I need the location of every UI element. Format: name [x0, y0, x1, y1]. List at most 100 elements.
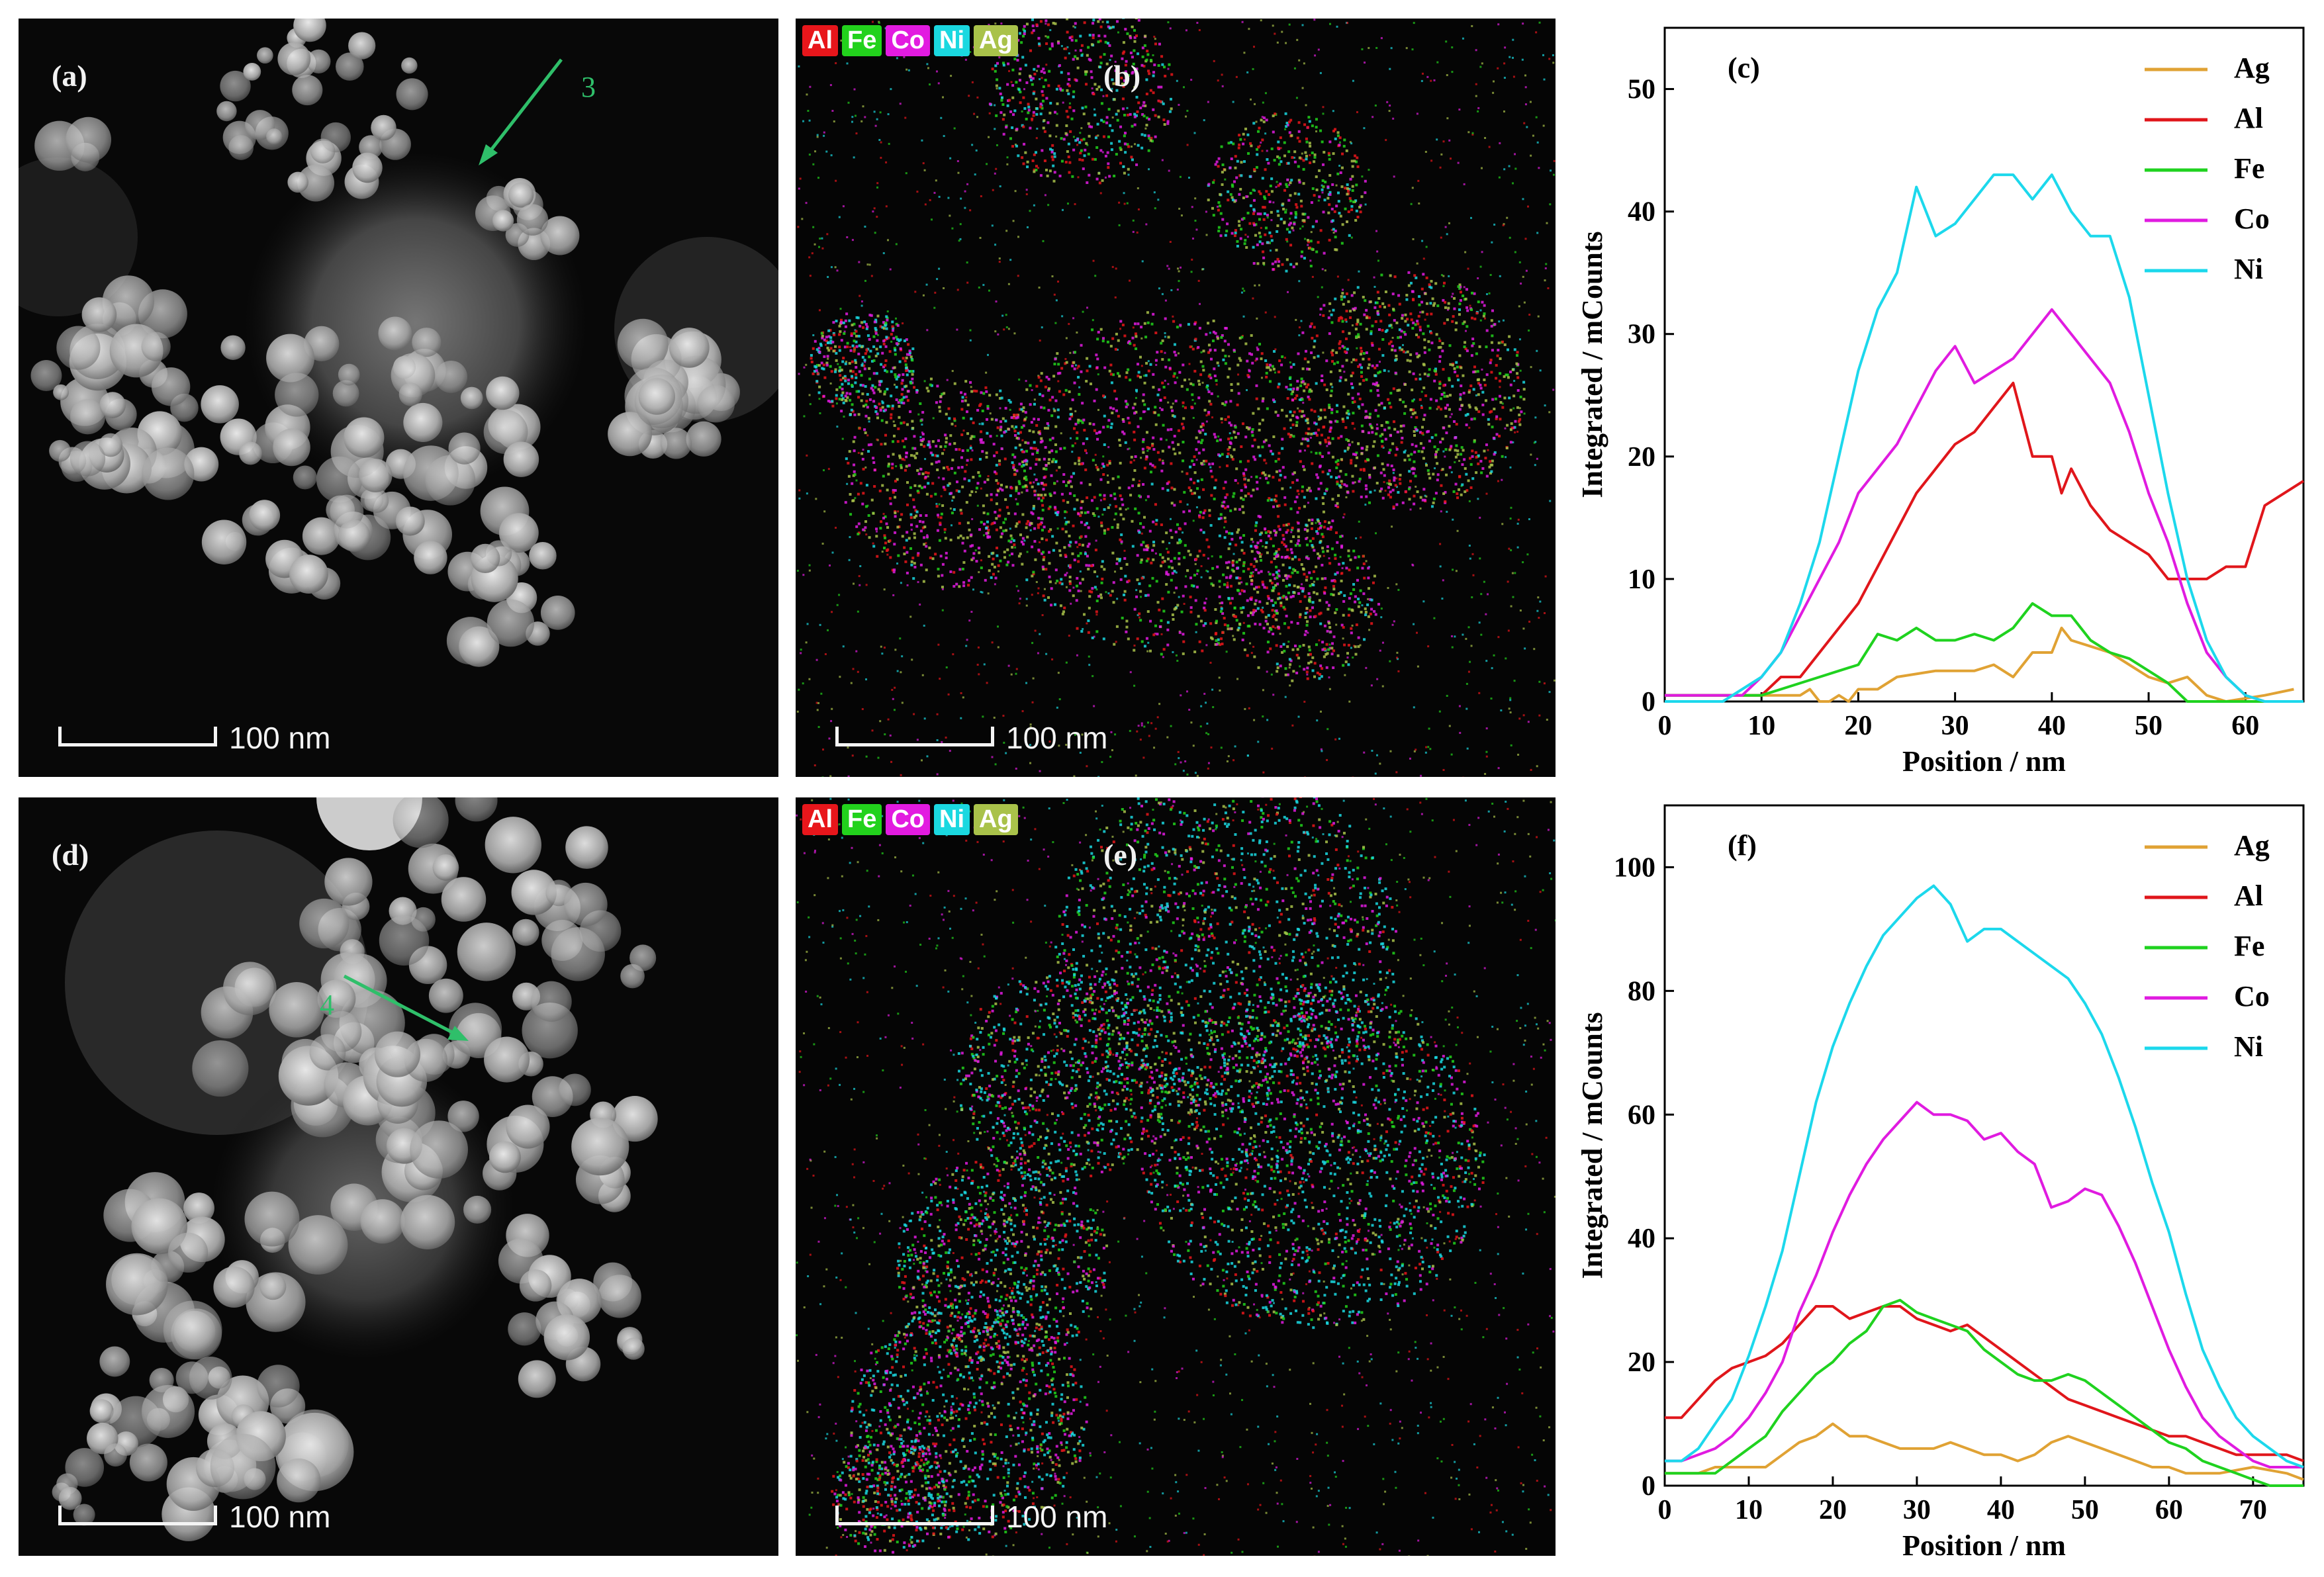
nanoparticle [141, 332, 171, 361]
nanoparticle [216, 101, 237, 122]
x-tick-label: 0 [1658, 711, 1672, 741]
x-tick-label: 10 [1747, 711, 1775, 741]
nanoparticle [104, 1443, 127, 1467]
nanoparticle [403, 402, 443, 442]
nanoparticle [352, 152, 383, 183]
line-profile-chart-f: 0 10 20 30 40 50 60 70 0 20 40 60 80 100 Position / nm… [1576, 804, 2305, 1562]
series-line-co [1665, 308, 2303, 703]
element-chip-ag: Ag [974, 804, 1018, 835]
x-tick-label: 30 [1941, 711, 1969, 741]
nanoparticle [266, 334, 315, 383]
nanoparticle [503, 441, 539, 477]
nanoparticle [660, 428, 692, 459]
legend-label: Co [2234, 203, 2270, 235]
nanoparticle [629, 944, 657, 971]
nanoparticle [316, 456, 363, 503]
nanoparticle [344, 417, 385, 458]
element-chip-co: Co [886, 804, 931, 835]
nanoparticle [559, 1073, 591, 1106]
tem-image-a [19, 19, 778, 667]
nanoparticle [299, 898, 349, 949]
nanoparticle [412, 328, 442, 357]
nanoparticle [89, 1399, 114, 1423]
nanoparticle [266, 128, 283, 145]
nanoparticle [638, 378, 675, 415]
x-tick-label: 60 [2155, 1495, 2183, 1525]
y-tick-label: 80 [1628, 976, 1655, 1007]
nanoparticle [598, 1275, 641, 1318]
nanoparticle [70, 399, 106, 435]
element-chip-co: Co [886, 25, 931, 56]
element-chip-al: Al [802, 25, 838, 56]
x-tick-label: 0 [1658, 1495, 1672, 1525]
nanoparticle [81, 297, 117, 332]
nanoparticle [449, 1003, 502, 1056]
element-chip-al: Al [802, 804, 838, 835]
nanoparticle [259, 1273, 287, 1300]
nanoparticle [428, 978, 463, 1013]
y-axis-label: Integrated / mCounts [1576, 1012, 1608, 1279]
nanoparticle [498, 513, 539, 553]
nanoparticle [142, 447, 195, 500]
nanoparticle [277, 1458, 321, 1503]
line-scan-arrow-4 [343, 974, 469, 1041]
nanoparticle [571, 1118, 629, 1176]
series-line-fe [1665, 602, 2303, 703]
nanoparticle [459, 626, 500, 667]
legend-label: Al [2234, 102, 2263, 134]
nanoparticle [543, 1314, 590, 1361]
nanoparticle [374, 1031, 421, 1077]
nanoparticle [471, 543, 500, 574]
nanoparticle [336, 52, 364, 81]
nanoparticle [58, 1486, 82, 1510]
nanoparticle [551, 927, 605, 981]
nanoparticle [220, 70, 251, 102]
nanoparticle [414, 541, 447, 574]
nanoparticle [391, 353, 436, 398]
eds-map-e [796, 797, 1556, 1556]
x-tick-label: 40 [1987, 1495, 2015, 1525]
legend-label: Co [2234, 980, 2270, 1013]
nanoparticle [293, 19, 326, 42]
nanoparticle [249, 500, 281, 531]
nanoparticle [441, 877, 487, 922]
scale-bar-label: 100 nm [1006, 1500, 1108, 1534]
series-line-al [1665, 1305, 2304, 1463]
nanoparticle [56, 326, 101, 370]
element-chip-ni: Ni [934, 804, 970, 835]
nanoparticle [516, 204, 549, 236]
panel-a-tem-image: (a) 3 100 nm [19, 19, 778, 777]
nanoparticle [432, 854, 459, 881]
x-tick-label: 40 [2038, 711, 2066, 741]
y-tick-label: 60 [1628, 1100, 1655, 1130]
nanoparticle [129, 1443, 167, 1482]
nanoparticle [457, 923, 516, 981]
element-chip-ni: Ni [934, 25, 970, 56]
nanoparticle [492, 210, 514, 232]
nanoparticle [486, 376, 520, 410]
legend-label: Al [2234, 879, 2263, 912]
nanoparticle [608, 412, 652, 457]
nanoparticle [508, 182, 534, 208]
legend-label: Fe [2234, 152, 2264, 185]
nanoparticle [485, 817, 541, 874]
series-line-ag [1665, 1422, 2304, 1481]
nanoparticle [70, 441, 106, 476]
y-tick-label: 10 [1628, 564, 1655, 595]
series-line-ag [1665, 626, 2294, 703]
y-tick-label: 40 [1628, 1224, 1655, 1254]
nanoparticle [99, 433, 123, 457]
nanoparticle [288, 1215, 348, 1275]
y-axis-label: Integrated / mCounts [1576, 231, 1608, 498]
series-line-co [1665, 1101, 2303, 1468]
panel-label: (f) [1728, 829, 1757, 862]
legend-label: Ni [2234, 1030, 2263, 1063]
x-tick-label: 30 [1903, 1495, 1931, 1525]
nanoparticle [183, 1193, 214, 1224]
nanoparticle [617, 318, 669, 370]
panel-d-tem-image: (d) 4 100 nm [19, 797, 778, 1556]
panel-label: (e) [1103, 838, 1138, 872]
nanoparticle [529, 541, 557, 570]
panel-e-eds-map: Al Fe Co Ni Ag (e) 100 nm [796, 797, 1556, 1556]
nanoparticle [508, 1312, 541, 1346]
